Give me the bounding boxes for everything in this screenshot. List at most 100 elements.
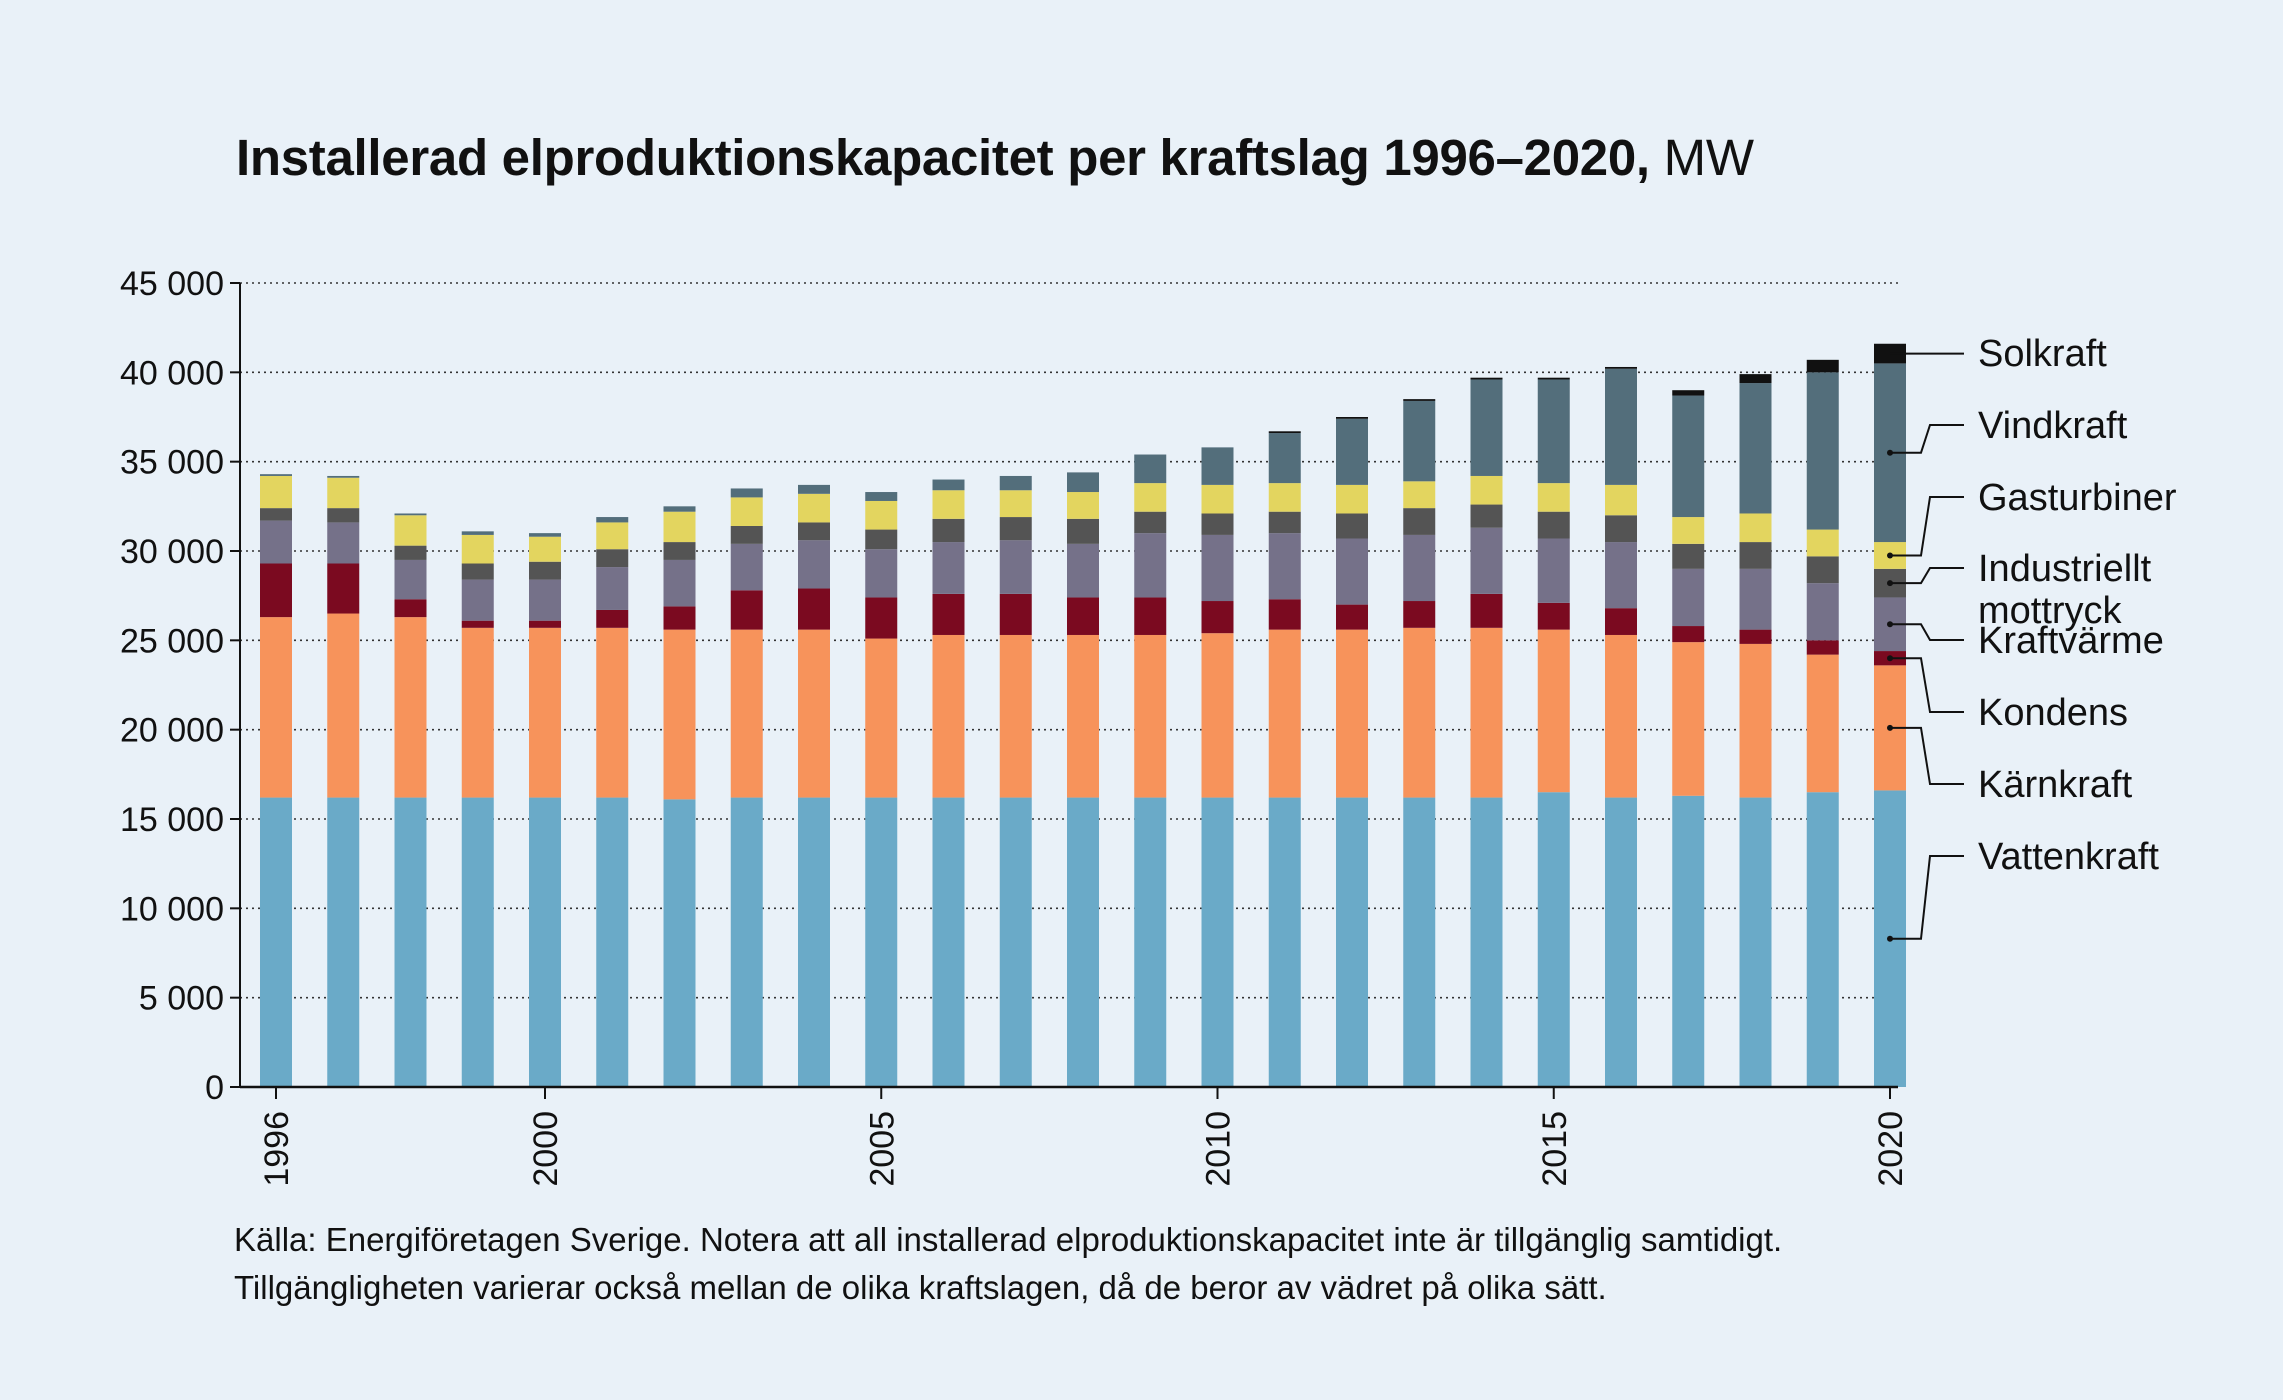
legend-label: Kärnkraft (1978, 764, 2133, 806)
bar-segment (1470, 527, 1503, 594)
bar-segment (1268, 599, 1301, 630)
legend-item: Vattenkraft (1887, 836, 2159, 942)
bar-segment (730, 629, 763, 798)
bar-segment (327, 563, 360, 614)
bar-segment (1201, 534, 1234, 602)
bar-segment (865, 797, 898, 1087)
bar-segment (1268, 629, 1301, 798)
bar-segment (798, 797, 830, 1087)
y-tick-label: 45 000 (120, 265, 224, 303)
bar-segment (596, 567, 629, 610)
bar-segment (1739, 383, 1772, 514)
bar-segment (999, 593, 1032, 635)
bar-segment (1470, 377, 1503, 380)
bar-segment (798, 629, 830, 798)
legend-leader (1890, 567, 1964, 585)
bar-segment (1067, 472, 1099, 493)
bar-segment (1067, 518, 1099, 544)
bar-segment (932, 518, 965, 543)
bar-segment (1537, 483, 1570, 512)
bar-segment (529, 579, 561, 621)
bar-segment (1739, 568, 1772, 630)
bar-segment (1403, 627, 1436, 798)
bar-segment (1739, 797, 1772, 1087)
bar-segment (1067, 492, 1099, 519)
bar-segment (865, 597, 898, 639)
bar-segment (1336, 538, 1368, 605)
bar-segment (865, 638, 898, 798)
bar-segment (932, 542, 965, 594)
bar-segment (1336, 797, 1368, 1087)
source-note: Källa: Energiföretagen Sverige. Notera a… (234, 1216, 1782, 1312)
bar-segment (1134, 597, 1167, 635)
bar-segment (663, 799, 696, 1087)
bar-stack-2013 (1403, 399, 1436, 1087)
x-tick-label: 2020 (1872, 1111, 1910, 1187)
bar-segment (1605, 634, 1637, 798)
bar-segment (1067, 597, 1099, 635)
bar-segment (865, 500, 898, 530)
y-tick-label: 40 000 (120, 354, 224, 392)
bar-segment (394, 515, 427, 546)
legend-label: mottryck (1978, 590, 2123, 632)
bar-segment (260, 508, 292, 521)
bar-segment (730, 797, 763, 1087)
bar-segment (327, 475, 360, 478)
bar-segment (1201, 633, 1234, 798)
legend-dot (1887, 655, 1893, 662)
bar-segment (1739, 513, 1772, 543)
legend-dot (1887, 621, 1893, 628)
bar-stack-1997 (327, 475, 360, 1087)
bar-segment (1336, 629, 1368, 798)
bar-segment (394, 617, 427, 798)
bar-segment (1605, 515, 1637, 543)
bar-segment (798, 522, 830, 541)
bar-segment (999, 797, 1032, 1087)
bar-segment (596, 797, 629, 1087)
bar-segment (999, 517, 1032, 541)
bar-stack-2018 (1739, 374, 1772, 1087)
legend-item: Solkraft (1890, 333, 2107, 375)
bar-segment (1403, 797, 1436, 1087)
bar-stack-2001 (596, 517, 629, 1087)
bar-segment (1806, 583, 1839, 641)
bar-stack-2007 (999, 475, 1032, 1087)
bar-segment (932, 490, 965, 519)
bar-segment (932, 593, 965, 635)
y-tick-label: 0 (205, 1069, 224, 1107)
bar-stack-2009 (1134, 454, 1167, 1087)
bar-segment (1806, 654, 1839, 793)
bar-segment (1201, 513, 1234, 535)
bar-segment (999, 475, 1032, 491)
bar-segment (663, 559, 696, 607)
legend-label: Vindkraft (1978, 405, 2128, 447)
bar-stack-2005 (865, 492, 898, 1087)
source-line-1: Källa: Energiföretagen Sverige. Notera a… (234, 1221, 1783, 1258)
bar-segment (1605, 608, 1637, 635)
bar-segment (394, 797, 427, 1087)
bar-stack-2011 (1268, 431, 1301, 1087)
legend-item: Kraftvärme (1887, 620, 2164, 662)
bar-segment (663, 542, 696, 560)
legend-dot (1887, 935, 1893, 942)
bar-segment (1403, 508, 1436, 535)
bar-segment (798, 540, 830, 589)
bar-segment (529, 561, 561, 580)
y-tick-label: 30 000 (120, 533, 224, 571)
bar-segment (1537, 379, 1570, 484)
bar-stack-2019 (1806, 359, 1839, 1087)
bar-segment (394, 545, 427, 560)
bar-stack-2004 (798, 484, 830, 1087)
bar-segment (1537, 602, 1570, 630)
bar-segment (798, 588, 830, 630)
bar-segment (596, 522, 629, 550)
bar-segment (1672, 626, 1705, 643)
bar-segment (327, 797, 360, 1087)
bar-segment (1537, 377, 1570, 380)
bar-stack-2016 (1605, 366, 1637, 1087)
bar-segment (1201, 797, 1234, 1087)
legend: Solkraft Vindkraft Gasturbiner Industriellt… (1887, 333, 2177, 942)
bar-segment (1672, 642, 1705, 796)
bar-segment (1806, 640, 1839, 655)
bar-segment (1403, 399, 1436, 401)
